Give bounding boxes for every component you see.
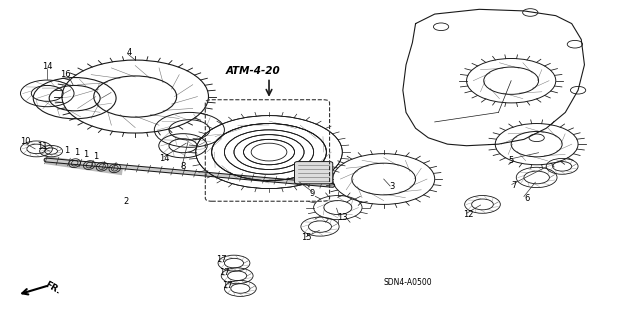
Text: 13: 13 — [337, 213, 348, 222]
Text: 17: 17 — [216, 255, 227, 264]
Text: 7: 7 — [511, 181, 517, 190]
Text: 16: 16 — [60, 70, 70, 79]
Text: 6: 6 — [524, 194, 530, 203]
Text: 1: 1 — [93, 152, 99, 161]
Text: 12: 12 — [463, 210, 474, 219]
Text: 9: 9 — [310, 189, 315, 198]
Text: 17: 17 — [219, 268, 230, 277]
Text: 2: 2 — [123, 197, 128, 206]
Text: 17: 17 — [222, 281, 233, 290]
Text: 4: 4 — [126, 48, 131, 57]
Text: 10: 10 — [20, 137, 31, 146]
Text: 8: 8 — [180, 162, 186, 171]
Text: 1: 1 — [74, 148, 79, 157]
Text: 1: 1 — [83, 150, 89, 159]
Text: 3: 3 — [389, 182, 395, 191]
Text: 11: 11 — [38, 142, 48, 151]
Text: 1: 1 — [65, 146, 70, 155]
FancyBboxPatch shape — [294, 162, 333, 184]
Text: 15: 15 — [301, 233, 311, 242]
Text: ATM-4-20: ATM-4-20 — [226, 66, 280, 76]
Text: 5: 5 — [509, 156, 514, 164]
Text: 14: 14 — [42, 62, 52, 71]
Text: FR.: FR. — [43, 279, 61, 296]
Text: 14: 14 — [159, 154, 169, 163]
Text: SDN4-A0500: SDN4-A0500 — [383, 278, 432, 287]
